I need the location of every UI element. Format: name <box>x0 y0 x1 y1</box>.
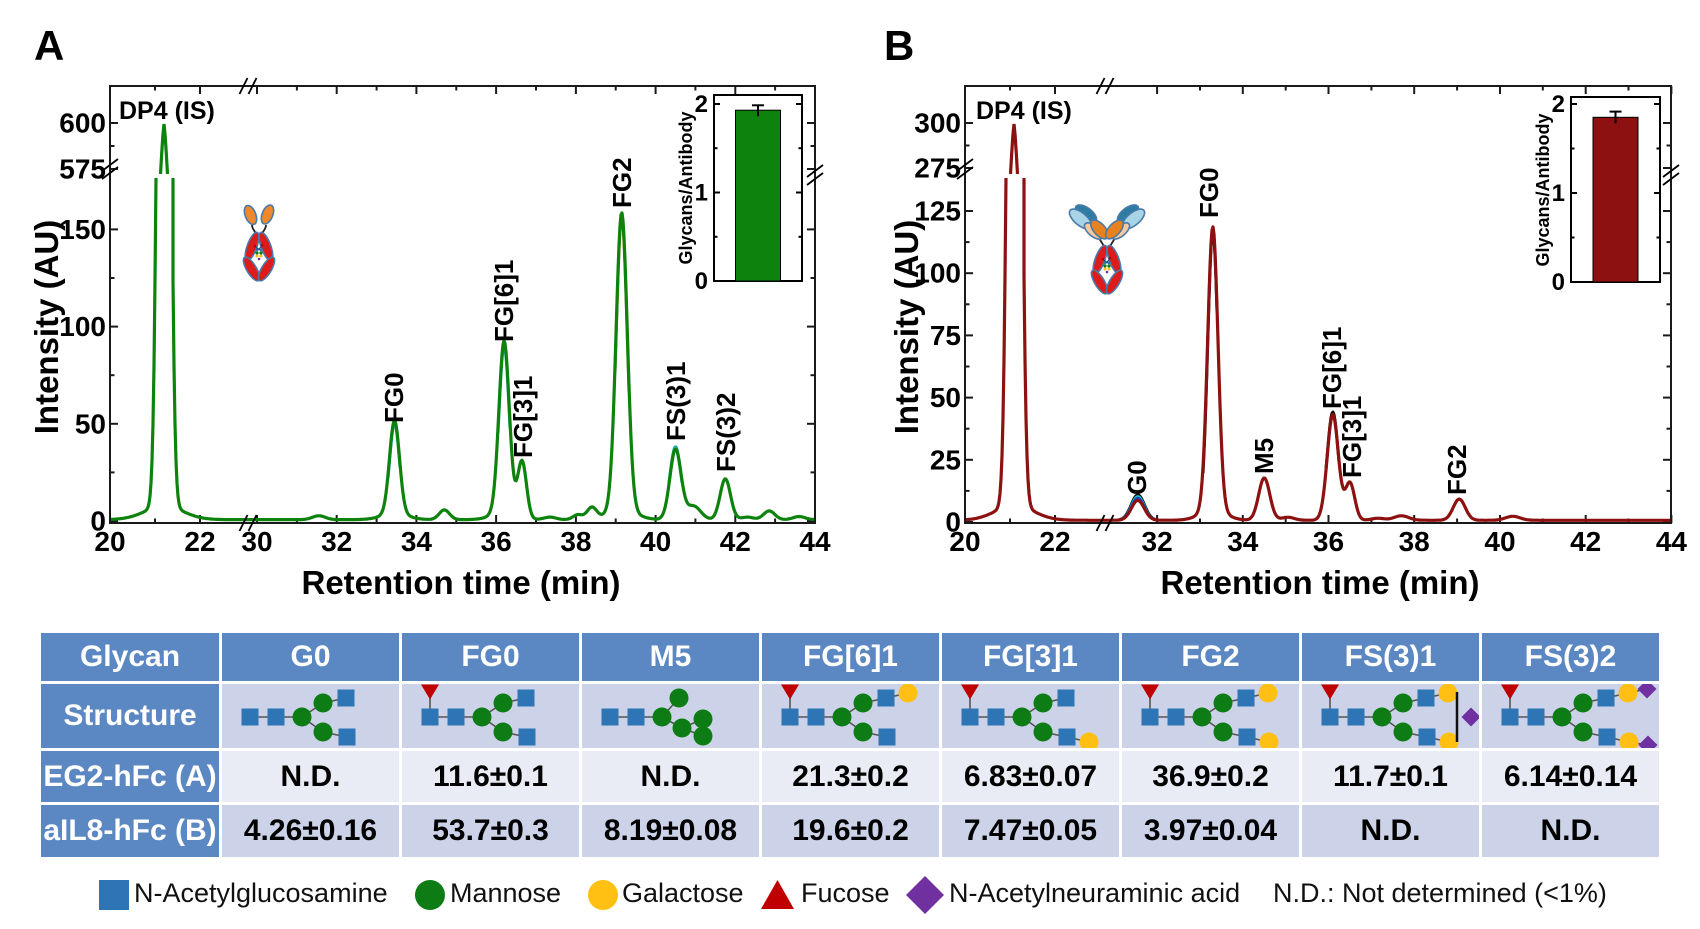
svg-text:34: 34 <box>1227 526 1259 557</box>
svg-text:36: 36 <box>1313 526 1344 557</box>
svg-text:0: 0 <box>945 507 961 538</box>
svg-text:B: B <box>884 22 914 69</box>
svg-text:100: 100 <box>59 311 106 342</box>
svg-text:36: 36 <box>481 526 512 557</box>
svg-text:20: 20 <box>94 526 125 557</box>
svg-text:FS(3)2: FS(3)2 <box>711 393 741 472</box>
svg-text:32: 32 <box>1142 526 1173 557</box>
svg-text:FG[6]1: FG[6]1 <box>1317 327 1347 409</box>
svg-text:DP4 (IS): DP4 (IS) <box>976 97 1072 125</box>
svg-text:38: 38 <box>1399 526 1430 557</box>
svg-text:2: 2 <box>695 91 708 118</box>
svg-text:1: 1 <box>695 180 708 207</box>
svg-text:0: 0 <box>90 506 106 537</box>
svg-text:150: 150 <box>59 214 106 245</box>
svg-text:25: 25 <box>930 444 961 475</box>
svg-text:50: 50 <box>930 382 961 413</box>
svg-text:Glycans/Antibody: Glycans/Antibody <box>676 111 696 264</box>
svg-text:1: 1 <box>1552 180 1565 207</box>
svg-text:Retention time (min): Retention time (min) <box>1161 564 1480 601</box>
svg-text:2: 2 <box>1552 91 1565 118</box>
svg-text:30: 30 <box>241 526 272 557</box>
svg-text:32: 32 <box>321 526 352 557</box>
svg-text:G0: G0 <box>1122 460 1152 495</box>
svg-text:44: 44 <box>1656 526 1688 557</box>
svg-text:300: 300 <box>914 108 961 139</box>
svg-text:Intensity (AU): Intensity (AU) <box>888 220 925 435</box>
svg-text:75: 75 <box>930 320 961 351</box>
svg-text:DP4 (IS): DP4 (IS) <box>119 97 215 125</box>
svg-text:FG[3]1: FG[3]1 <box>508 376 538 458</box>
svg-text:40: 40 <box>1484 526 1515 557</box>
svg-text:42: 42 <box>720 526 751 557</box>
svg-text:40: 40 <box>640 526 671 557</box>
svg-text:42: 42 <box>1570 526 1601 557</box>
svg-text:44: 44 <box>799 526 831 557</box>
svg-text:FG0: FG0 <box>379 372 409 423</box>
svg-text:125: 125 <box>914 196 961 227</box>
svg-text:22: 22 <box>1039 526 1070 557</box>
svg-text:50: 50 <box>75 408 106 439</box>
svg-text:FG[6]1: FG[6]1 <box>489 260 519 342</box>
svg-text:Intensity (AU): Intensity (AU) <box>28 220 65 435</box>
svg-text:38: 38 <box>560 526 591 557</box>
svg-text:FG[3]1: FG[3]1 <box>1337 396 1367 478</box>
svg-text:34: 34 <box>401 526 433 557</box>
svg-text:FG0: FG0 <box>1194 167 1224 218</box>
svg-text:A: A <box>34 22 64 69</box>
svg-text:FS(3)1: FS(3)1 <box>661 362 691 441</box>
svg-text:0: 0 <box>1552 269 1565 296</box>
svg-text:100: 100 <box>914 258 961 289</box>
svg-text:575: 575 <box>59 154 106 185</box>
svg-text:20: 20 <box>949 526 980 557</box>
svg-text:0: 0 <box>695 268 708 295</box>
svg-text:Retention time (min): Retention time (min) <box>302 564 621 601</box>
svg-text:22: 22 <box>184 526 215 557</box>
svg-text:Glycans/Antibody: Glycans/Antibody <box>1533 113 1553 266</box>
svg-text:FG2: FG2 <box>607 157 637 208</box>
svg-text:275: 275 <box>914 153 961 184</box>
svg-text:FG2: FG2 <box>1442 444 1472 495</box>
svg-text:M5: M5 <box>1249 438 1279 474</box>
svg-text:600: 600 <box>59 108 106 139</box>
